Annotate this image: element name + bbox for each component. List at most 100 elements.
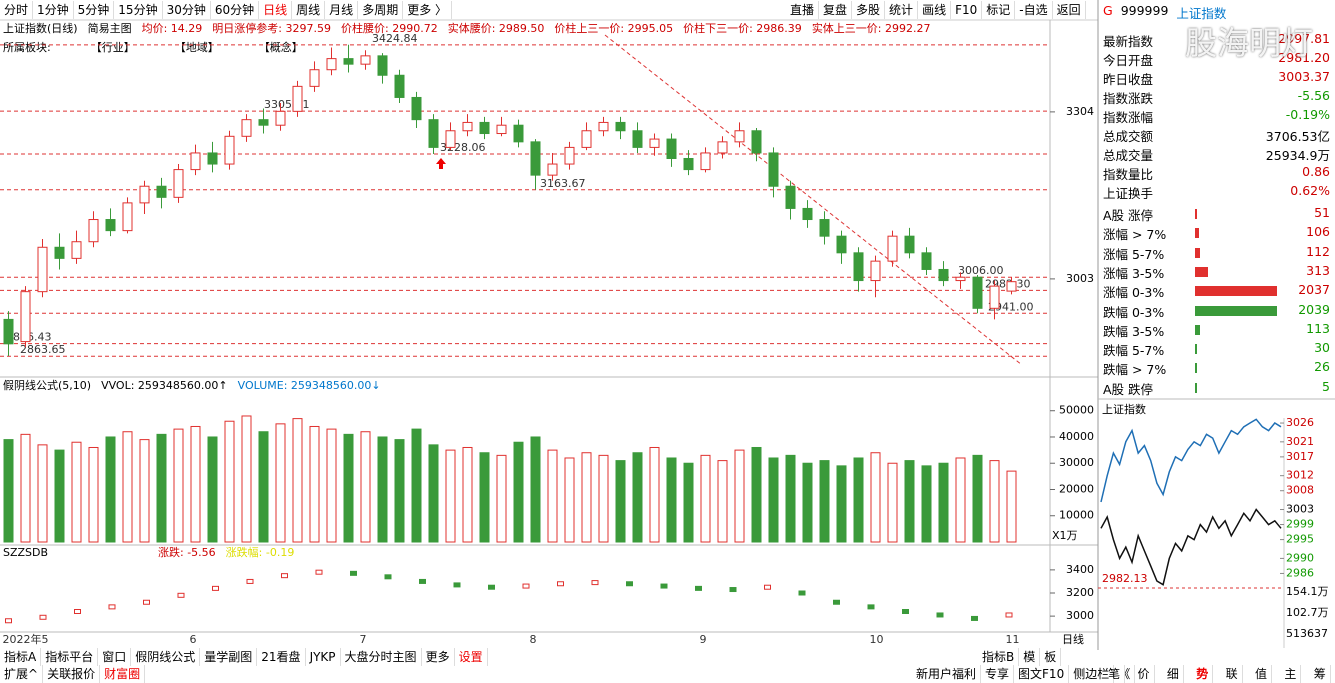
volume-bar bbox=[326, 428, 337, 543]
period-tab[interactable]: 多周期 bbox=[358, 1, 404, 19]
indicator-tab[interactable]: JYKP bbox=[306, 647, 341, 666]
side-tab[interactable]: 势 bbox=[1192, 664, 1214, 683]
y-tick-label: 2990 bbox=[1286, 551, 1314, 564]
candle-body bbox=[649, 138, 660, 148]
period-tab[interactable]: 15分钟 bbox=[114, 1, 163, 19]
template-tab[interactable]: 模 bbox=[1019, 647, 1041, 666]
volume-bar bbox=[241, 415, 252, 543]
row-label: 指数量比 bbox=[1103, 167, 1154, 182]
breadth-row: 涨幅 0-3% 2037 bbox=[1100, 282, 1333, 301]
candle-body bbox=[71, 241, 82, 259]
szzsdb-mark bbox=[764, 584, 771, 590]
volume-bar bbox=[955, 457, 966, 543]
news-tab[interactable]: 侧边栏 bbox=[1069, 664, 1115, 683]
row-label: 上证换手 bbox=[1103, 186, 1154, 201]
news-tab[interactable]: 新用户福利 bbox=[912, 664, 982, 683]
candle-body bbox=[802, 207, 813, 221]
tool-button[interactable]: 多股 bbox=[852, 1, 886, 19]
candle-body bbox=[496, 124, 507, 135]
side-tab[interactable]: 主 bbox=[1280, 664, 1302, 683]
period-tab[interactable]: 月线 bbox=[325, 1, 359, 19]
szzsdb-mark bbox=[557, 581, 564, 587]
date-label: 11 bbox=[1006, 633, 1020, 646]
y-tick-label: 30000 bbox=[1059, 456, 1094, 469]
extension-tab[interactable]: 扩展^ bbox=[0, 664, 44, 683]
date-label: 2022年5 bbox=[3, 632, 49, 646]
period-toolbar: 分时 1分钟 5分钟 15分钟 30分钟 60分钟 日线 周线 月线 多周期 更多 〉 bbox=[0, 0, 453, 20]
candle-body bbox=[717, 141, 728, 154]
indicator-tab[interactable]: 指标平台 bbox=[41, 647, 99, 666]
period-tab[interactable]: 1分钟 bbox=[33, 1, 74, 19]
tool-button[interactable]: 标记 bbox=[982, 1, 1016, 19]
indicator-tab[interactable]: 大盘分时主图 bbox=[341, 647, 422, 666]
candle-body bbox=[734, 130, 745, 143]
volume-bar bbox=[513, 441, 524, 543]
y-tick-label: 3000 bbox=[1066, 609, 1094, 622]
row-value: 0.86 bbox=[1302, 164, 1330, 179]
szzsdb-mark bbox=[626, 581, 633, 587]
side-tab[interactable]: 价 bbox=[1134, 664, 1155, 683]
row-label: 今日开盘 bbox=[1103, 53, 1154, 68]
period-tab[interactable]: 更多 〉 bbox=[403, 1, 453, 19]
header-text: 价柱下三一价: 2986.39 bbox=[683, 21, 802, 35]
period-tab[interactable]: 日线 bbox=[259, 1, 293, 19]
period-tab[interactable]: 分时 bbox=[0, 1, 34, 19]
szzsdb-mark bbox=[74, 609, 81, 614]
row-label: 跌幅 3-5% bbox=[1103, 323, 1165, 339]
period-tab[interactable]: 周线 bbox=[292, 1, 326, 19]
news-tab[interactable]: 图文F10 bbox=[1014, 664, 1070, 683]
period-tab[interactable]: 30分钟 bbox=[163, 1, 211, 19]
side-tab[interactable]: 联 bbox=[1222, 664, 1243, 683]
indicator-tab[interactable]: 假阴线公式 bbox=[131, 647, 201, 666]
row-value: 313 bbox=[1306, 262, 1330, 278]
candle-body bbox=[411, 96, 422, 121]
candle-body bbox=[190, 152, 201, 171]
tool-button[interactable]: 直播 bbox=[786, 1, 820, 19]
tool-button[interactable]: -自选 bbox=[1015, 1, 1053, 19]
szzsdb-mark bbox=[971, 615, 978, 621]
indicator-tab[interactable]: 窗口 bbox=[98, 647, 132, 666]
tool-button[interactable]: 复盘 bbox=[819, 1, 853, 19]
template-tab[interactable]: 指标B bbox=[978, 647, 1020, 666]
y-tick-label: 3008 bbox=[1286, 484, 1314, 497]
volume-bar bbox=[377, 436, 388, 543]
szzsdb-mark bbox=[695, 585, 702, 591]
tool-button[interactable]: 统计 bbox=[885, 1, 919, 19]
row-value: 2997.81 bbox=[1278, 31, 1330, 46]
candle-body bbox=[972, 276, 983, 309]
tool-button[interactable]: 画线 bbox=[918, 1, 952, 19]
indicator-tab[interactable]: 21看盘 bbox=[257, 647, 306, 666]
header-text: 上证指数(日线) bbox=[3, 21, 78, 35]
tool-button[interactable]: F10 bbox=[951, 1, 983, 19]
volume-bar bbox=[836, 465, 847, 543]
row-value: 113 bbox=[1306, 320, 1330, 336]
template-tab[interactable]: 板 bbox=[1040, 647, 1062, 666]
period-tab[interactable]: 5分钟 bbox=[74, 1, 115, 19]
candle-body bbox=[462, 121, 473, 132]
quote-row: 上证换手 0.62% bbox=[1100, 183, 1333, 202]
news-tab[interactable]: 专享 bbox=[981, 664, 1015, 683]
y-tick-label: 40000 bbox=[1059, 430, 1094, 443]
candle-body bbox=[666, 138, 677, 159]
breadth-row: 涨幅 > 7% 106 bbox=[1100, 224, 1333, 243]
side-tab[interactable]: 笔 bbox=[1104, 664, 1126, 683]
sector-label: 【地域】 bbox=[175, 41, 219, 54]
side-tab[interactable]: 值 bbox=[1251, 664, 1273, 683]
indicator-tab[interactable]: 指标A bbox=[0, 647, 42, 666]
candle-body bbox=[819, 219, 830, 237]
side-tab[interactable]: 细 bbox=[1163, 664, 1184, 683]
candle-body bbox=[955, 276, 966, 282]
szzsdb-mark bbox=[522, 583, 530, 589]
indicator-tab[interactable]: 量学副图 bbox=[200, 647, 258, 666]
period-tab[interactable]: 60分钟 bbox=[211, 1, 260, 19]
volume-bar bbox=[870, 452, 881, 543]
side-tab[interactable]: 筹 bbox=[1310, 664, 1331, 683]
indicator-tab[interactable]: 更多 bbox=[422, 647, 455, 666]
volume-bar bbox=[156, 433, 167, 543]
extension-tab[interactable]: 关联报价 bbox=[43, 664, 101, 683]
volume-bar bbox=[547, 449, 558, 543]
extension-tab[interactable]: 财富圈 bbox=[100, 664, 146, 683]
tool-button[interactable]: 返回 bbox=[1053, 1, 1086, 19]
indicator-tab[interactable]: 设置 bbox=[455, 647, 488, 666]
szzsdb-mark bbox=[902, 609, 909, 614]
